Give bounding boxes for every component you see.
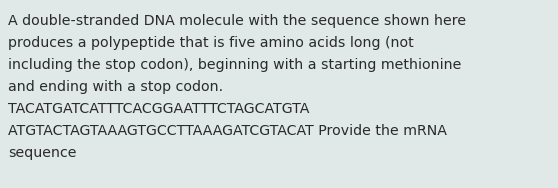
Text: ATGTACTAGTAAAGTGCCTTAAAGATCGTACAT Provide the mRNA: ATGTACTAGTAAAGTGCCTTAAAGATCGTACAT Provid… (8, 124, 447, 138)
Text: produces a polypeptide that is five amino acids long (not: produces a polypeptide that is five amin… (8, 36, 413, 50)
Text: and ending with a stop codon.: and ending with a stop codon. (8, 80, 223, 94)
Text: including the stop codon), beginning with a starting methionine: including the stop codon), beginning wit… (8, 58, 461, 72)
Text: sequence: sequence (8, 146, 76, 160)
Text: TACATGATCATTTCACGGAATTTCTAGCATGTA: TACATGATCATTTCACGGAATTTCTAGCATGTA (8, 102, 309, 116)
Text: A double-stranded DNA molecule with the sequence shown here: A double-stranded DNA molecule with the … (8, 14, 466, 28)
